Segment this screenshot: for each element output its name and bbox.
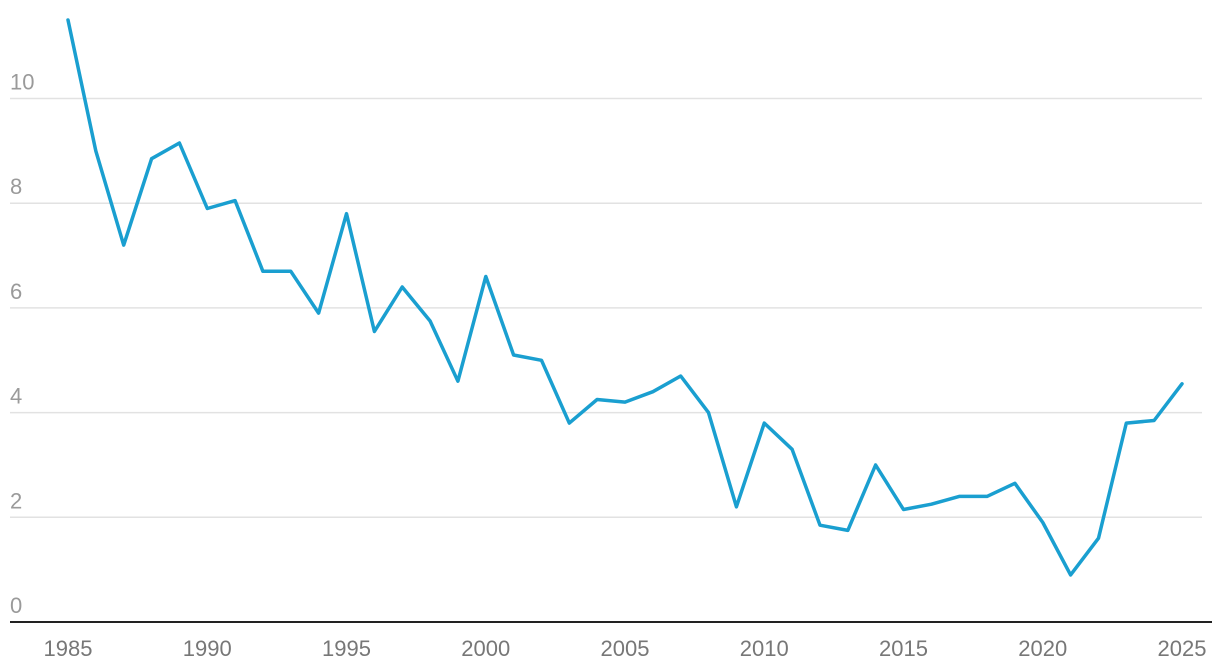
x-tick-label: 1995 — [322, 636, 371, 661]
gridlines — [10, 97, 1202, 519]
series-line — [66, 18, 1184, 577]
x-tick-label: 1985 — [44, 636, 93, 661]
x-tick-label: 2015 — [879, 636, 928, 661]
x-tick-label: 2005 — [601, 636, 650, 661]
x-tick-label: 2000 — [461, 636, 510, 661]
y-tick-label: 6 — [10, 279, 22, 304]
y-tick-label: 2 — [10, 488, 22, 513]
y-tick-label: 10 — [10, 70, 34, 95]
x-tick-label: 2020 — [1018, 636, 1067, 661]
y-tick-label: 0 — [10, 593, 22, 618]
x-tick-label: 1990 — [183, 636, 232, 661]
x-axis-tick-labels: 1985 1990 1995 2000 2005 2010 2015 2020 2025 — [44, 636, 1207, 661]
x-tick-label: 2010 — [740, 636, 789, 661]
x-tick-label: 2025 — [1158, 636, 1207, 661]
y-tick-label: 4 — [10, 384, 22, 409]
y-tick-label: 8 — [10, 174, 22, 199]
y-axis-tick-labels: 0 2 4 6 8 10 — [10, 70, 34, 618]
